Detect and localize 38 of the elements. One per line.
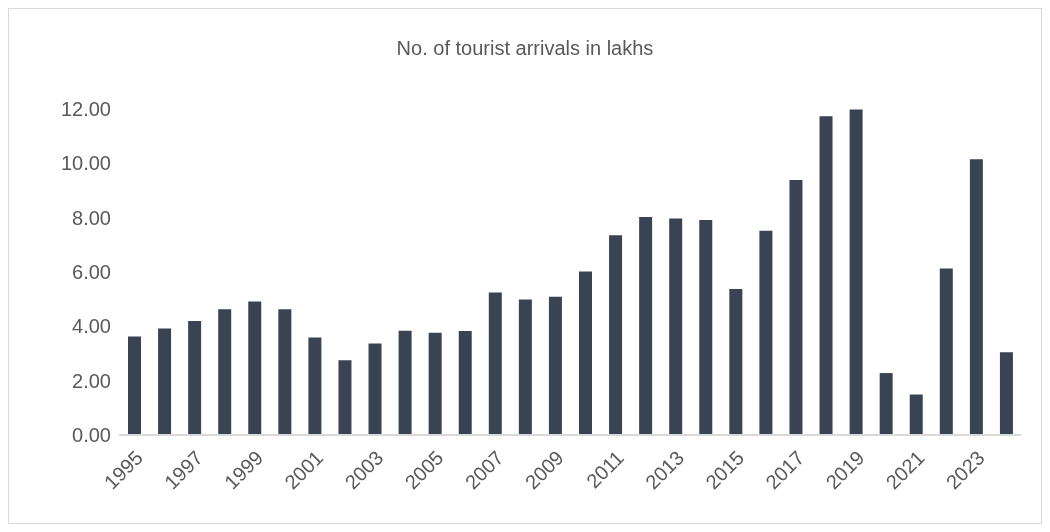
bar bbox=[639, 217, 653, 435]
bar bbox=[999, 352, 1013, 435]
y-tick-label: 6.00 bbox=[72, 261, 111, 284]
y-tick-label: 8.00 bbox=[72, 206, 111, 229]
chart-title: No. of tourist arrivals in lakhs bbox=[395, 37, 655, 60]
bar bbox=[128, 336, 141, 435]
bar bbox=[398, 330, 412, 435]
bar bbox=[609, 235, 623, 435]
bar bbox=[218, 309, 232, 435]
bar bbox=[909, 394, 923, 435]
y-tick-label: 12.00 bbox=[60, 98, 111, 121]
bar bbox=[248, 301, 262, 435]
bar bbox=[308, 337, 322, 435]
y-tick-label: 10.00 bbox=[60, 152, 111, 175]
bar bbox=[969, 159, 983, 435]
y-tick-label: 0.00 bbox=[72, 424, 111, 447]
bar bbox=[188, 320, 202, 435]
bar bbox=[819, 116, 833, 435]
bar bbox=[879, 373, 893, 435]
bar bbox=[368, 343, 382, 435]
bar bbox=[579, 271, 592, 435]
bar bbox=[158, 328, 172, 435]
bar bbox=[458, 330, 472, 435]
bar bbox=[518, 299, 532, 435]
y-tick-label: 2.00 bbox=[72, 369, 111, 392]
bar bbox=[338, 360, 352, 435]
bar bbox=[488, 292, 502, 435]
bar bbox=[428, 332, 442, 435]
bar bbox=[548, 296, 562, 435]
bar bbox=[789, 179, 803, 435]
bar bbox=[729, 289, 743, 435]
bar bbox=[849, 109, 863, 435]
bar bbox=[699, 220, 713, 435]
bar bbox=[669, 218, 683, 435]
bar bbox=[759, 230, 773, 435]
y-tick-label: 4.00 bbox=[72, 315, 111, 338]
bar bbox=[278, 309, 292, 435]
bar bbox=[939, 268, 953, 435]
